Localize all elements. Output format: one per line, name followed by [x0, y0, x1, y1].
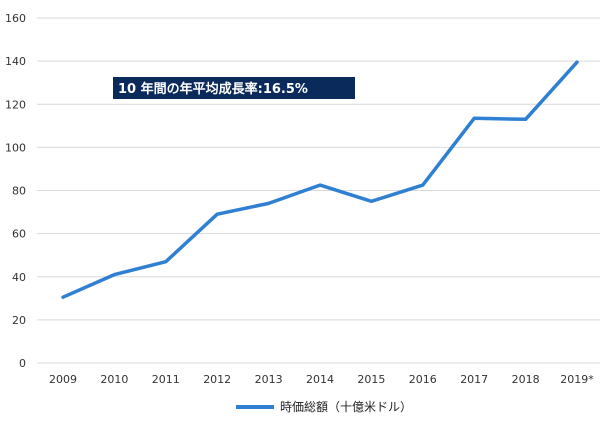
x-tick-label: 2014: [306, 373, 334, 386]
legend-label: 時価総額（十億米ドル）: [280, 400, 412, 414]
x-tick-label: 2015: [357, 373, 385, 386]
gridlines: [37, 17, 600, 364]
x-tick-label: 2016: [409, 373, 437, 386]
x-tick-label: 2019*: [560, 373, 594, 386]
y-tick-label: 20: [12, 314, 26, 327]
x-tick-label: 2011: [152, 373, 180, 386]
y-tick-label: 80: [12, 185, 26, 198]
x-tick-label: 2012: [203, 373, 231, 386]
y-tick-label: 60: [12, 228, 26, 241]
x-tick-label: 2013: [255, 373, 283, 386]
annotation-background: [113, 77, 355, 99]
series-line: [61, 60, 579, 299]
x-tick-label: 2018: [512, 373, 540, 386]
legend: 時価総額（十億米ドル）: [236, 400, 412, 414]
x-tick-label: 2009: [49, 373, 77, 386]
y-tick-label: 140: [5, 55, 26, 68]
y-tick-label: 40: [12, 271, 26, 284]
growth-annotation: 10 年間の年平均成長率:16.5%: [113, 77, 355, 99]
y-tick-label: 120: [5, 98, 26, 111]
x-tick-label: 2017: [460, 373, 488, 386]
x-axis-tick-labels: 2009 2010 2011 2012 2013 2014 2015 2016 2017 2018…: [49, 373, 594, 386]
y-axis-tick-labels: 0 20 40 60 80 100 120 140 160: [5, 12, 26, 370]
annotation-text: 10 年間の年平均成長率:16.5%: [118, 81, 308, 97]
y-tick-label: 0: [19, 357, 26, 370]
y-tick-label: 100: [5, 141, 26, 154]
x-tick-label: 2010: [100, 373, 128, 386]
y-tick-label: 160: [5, 12, 26, 25]
